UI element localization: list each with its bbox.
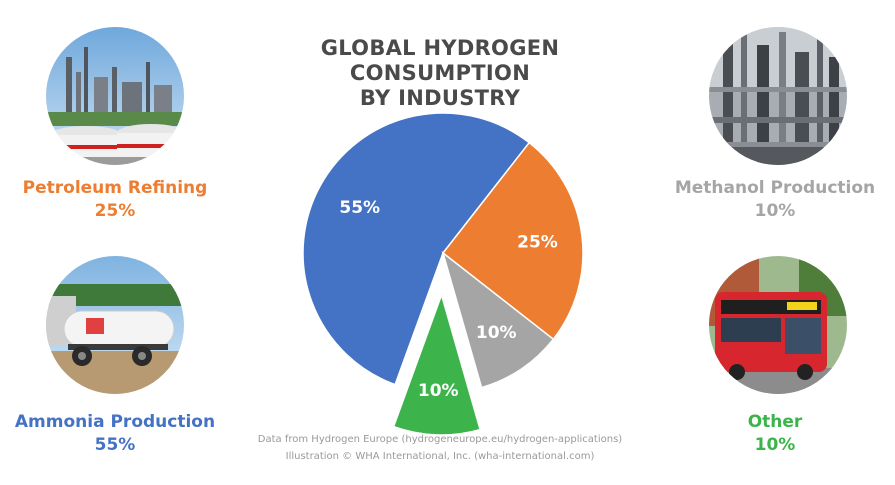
pie-slice-petroleum-refining — [441, 141, 584, 341]
pie-label-ammonia-production: 55% — [339, 198, 380, 218]
label-ammonia-production: Ammonia Production 55% — [0, 411, 235, 457]
chart-title: GLOBAL HYDROGEN CONSUMPTION BY INDUSTRY — [230, 36, 650, 111]
label-petroleum-name: Petroleum Refining — [22, 178, 208, 198]
credit-line-1: Data from Hydrogen Europe (hydrogeneurop… — [257, 434, 623, 445]
pie-slice-ammonia-production — [302, 112, 531, 386]
pie-slice-methanol-production — [441, 250, 555, 389]
credits: Data from Hydrogen Europe (hydrogeneurop… — [230, 431, 650, 465]
methanol-plant-photo — [709, 27, 847, 165]
refinery-photo — [46, 27, 184, 165]
label-ammonia-name: Ammonia Production — [14, 412, 216, 432]
label-ammonia-value: 55% — [94, 435, 136, 455]
label-other-value: 10% — [754, 435, 796, 455]
label-petroleum-value: 25% — [94, 201, 136, 221]
label-methanol-value: 10% — [754, 201, 796, 221]
pie-label-other: 10% — [418, 381, 459, 401]
ammonia-tank-trailer-photo — [46, 256, 184, 394]
chart-title-line-1: GLOBAL HYDROGEN CONSUMPTION — [320, 36, 560, 85]
label-petroleum-refining: Petroleum Refining 25% — [0, 177, 235, 223]
pie-label-petroleum-refining: 25% — [517, 232, 558, 252]
label-other: Other 10% — [655, 411, 895, 457]
chart-title-line-2: BY INDUSTRY — [359, 86, 521, 110]
credit-line-2: Illustration © WHA International, Inc. (… — [285, 451, 595, 462]
hydrogen-bus-photo — [709, 256, 847, 394]
label-methanol-name: Methanol Production — [674, 178, 876, 198]
pie-slice-other — [392, 292, 482, 436]
label-other-name: Other — [747, 412, 803, 432]
label-methanol-production: Methanol Production 10% — [655, 177, 895, 223]
pie-label-methanol-production: 10% — [476, 323, 517, 343]
